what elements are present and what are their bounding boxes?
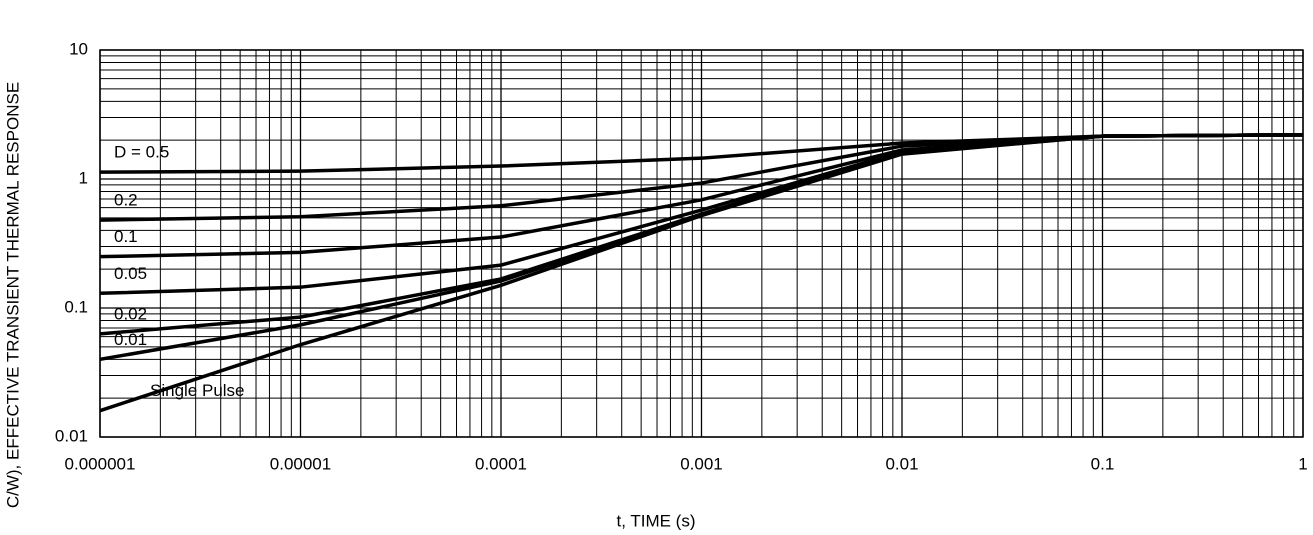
x-tick-label: 0.1 <box>1091 454 1115 473</box>
series-label: Single Pulse <box>150 381 245 400</box>
series-line <box>99 133 1304 413</box>
series-label: 0.02 <box>114 304 147 323</box>
x-tick-label: 0.000001 <box>65 454 136 473</box>
x-tick-label: 0.01 <box>885 454 918 473</box>
x-tick-label: 0.001 <box>680 454 723 473</box>
x-tick-label: 1 <box>1298 454 1307 473</box>
x-tick-label: 0.0001 <box>475 454 527 473</box>
x-axis-title: t, TIME (s) <box>616 511 695 530</box>
series-label: 0.2 <box>114 191 138 210</box>
plot-frame <box>99 49 1304 438</box>
y-axis-title: C/W), EFFECTIVE TRANSIENT THERMAL RESPON… <box>3 82 22 508</box>
y-tick-label: 10 <box>69 39 88 58</box>
series-label: 0.1 <box>114 227 138 246</box>
x-tick-label: 0.00001 <box>270 454 331 473</box>
series-label: 0.05 <box>114 264 147 283</box>
series-label: 0.01 <box>114 330 147 349</box>
y-tick-label: 1 <box>79 168 88 187</box>
y-tick-label: 0.1 <box>64 297 88 316</box>
y-tick-label: 0.01 <box>55 426 88 445</box>
series-label: D = 0.5 <box>114 143 169 162</box>
